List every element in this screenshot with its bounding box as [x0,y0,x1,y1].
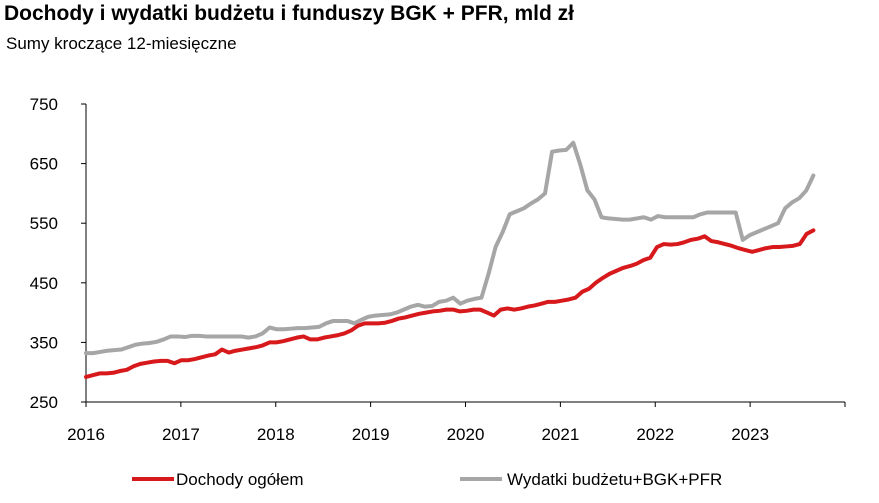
series-line-0 [84,228,816,379]
y-tick-label: 550 [30,214,58,233]
y-tick-label: 750 [30,95,58,114]
x-tick-label: 2021 [541,425,579,444]
y-axis-ticks: 250 350 450 550 650 750 [30,95,86,412]
x-tick-label: 2017 [162,425,200,444]
y-tick-label: 250 [30,393,58,412]
chart-title: Dochody i wydatki budżetu i funduszy BGK… [4,2,574,25]
x-tick-label: 2019 [352,425,390,444]
x-axis-ticks: 2016 2017 2018 2019 2020 2021 2022 2023 [67,402,846,444]
x-tick-label: 2020 [447,425,485,444]
y-tick-label: 650 [30,155,58,174]
y-tick-label: 350 [30,333,58,352]
chart-subtitle: Sumy kroczące 12-miesięczne [6,34,237,53]
legend-label-0: Dochody ogółem [176,470,304,489]
x-tick-label: 2022 [636,425,674,444]
x-tick-label: 2018 [257,425,295,444]
legend-label-1: Wydatki budżetu+BGK+PFR [507,470,722,489]
x-tick-label: 2023 [731,425,769,444]
y-tick-label: 450 [30,274,58,293]
series-layer [84,140,816,379]
x-tick-label: 2016 [67,425,105,444]
series-line-1 [84,140,816,356]
legend: Dochody ogółem Wydatki budżetu+BGK+PFR [132,470,722,489]
